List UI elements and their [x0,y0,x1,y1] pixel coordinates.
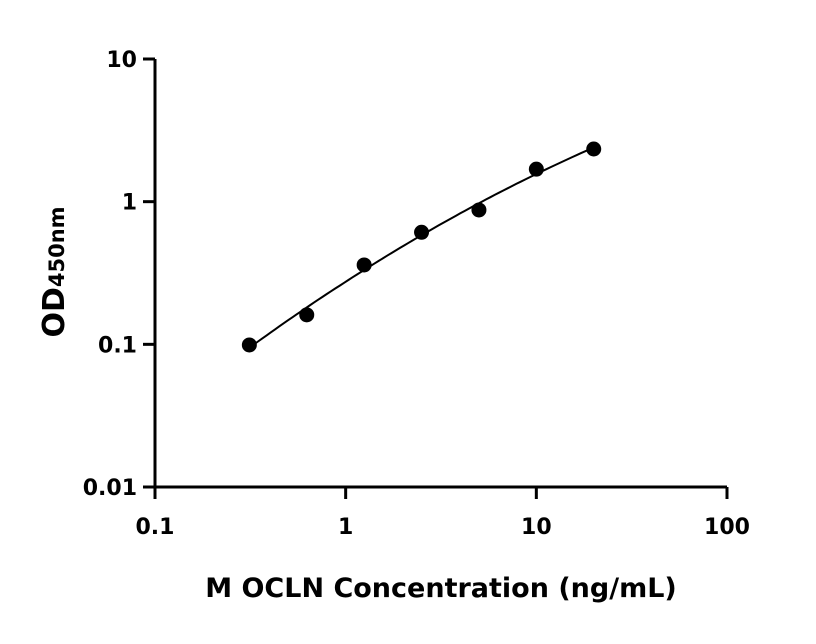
x-axis-label: M OCLN Concentration (ng/mL) [205,573,677,604]
data-point [414,224,430,240]
x-tick-label: 100 [704,515,750,540]
x-tick-label: 0.1 [136,515,175,540]
y-tick-label: 0.1 [98,333,137,358]
data-points [241,141,602,353]
data-point [299,307,315,323]
x-tick-label: 1 [338,515,353,540]
axes: 0.1 1 10 100 0.01 0.1 1 10 [83,48,750,540]
x-tick-label: 10 [521,515,552,540]
data-point [528,161,544,177]
data-point [241,337,257,353]
y-tick-label: 1 [122,191,137,216]
y-axis-label-main: OD [37,287,72,337]
y-tick-label: 10 [106,48,137,73]
y-tick-label: 0.01 [83,476,137,501]
y-axis-label: OD450nm [37,206,72,337]
data-point [586,141,602,157]
data-point [356,257,372,273]
y-axis-label-sub: 450nm [45,206,69,287]
data-point [471,202,487,218]
